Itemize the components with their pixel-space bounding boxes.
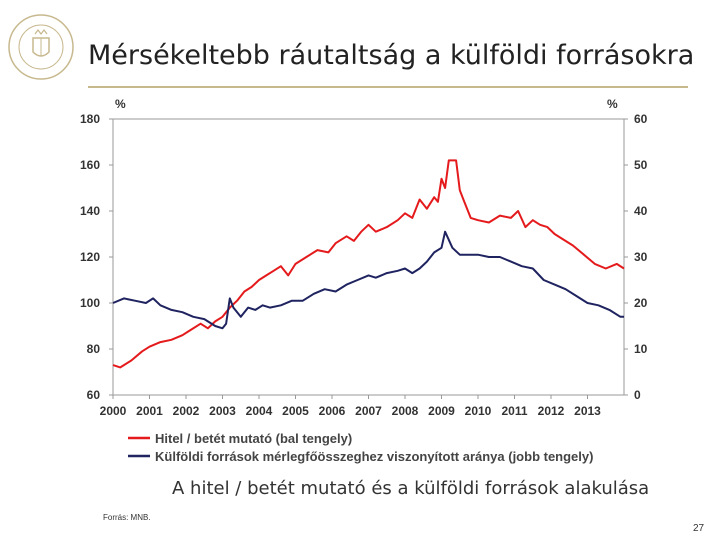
y-right-tick-label: 20 [634,296,648,310]
x-tick-label: 2008 [392,404,419,418]
y-left-tick-label: 140 [80,204,100,218]
y-right-tick-label: 50 [634,158,648,172]
line-chart: % % 60 80 100 120 140 160 180 0 10 20 30 40 50 60 20… [80,97,648,464]
y-right-tick-label: 30 [634,250,648,264]
y-right-tick-label: 60 [634,112,648,126]
x-tick-label: 2011 [501,404,527,418]
slide-title: Mérsékeltebb ráutaltság a külföldi forrá… [88,40,695,71]
y-left-tick-label: 60 [87,388,101,402]
legend: Hitel / betét mutató (bal tengely) Külfö… [128,431,593,464]
x-tick-label: 2013 [574,404,601,418]
y-left-tick-label: 180 [80,112,100,126]
x-tick-label: 2003 [209,404,236,418]
y-right-tick-label: 40 [634,204,648,218]
y-left-tick-label: 80 [87,342,101,356]
page-number: 27 [693,523,705,534]
x-tick-label: 2010 [465,404,492,418]
mnb-seal-logo [8,14,74,80]
left-axis-unit: % [115,97,126,111]
y-right-tick-label: 10 [634,342,648,356]
source-note: Forrás: MNB. [103,513,151,522]
y-right-tick-label: 0 [634,388,641,402]
x-tick-label: 2009 [428,404,455,418]
x-tick-label: 2005 [282,404,309,418]
x-tick-label: 2001 [136,404,163,418]
x-tick-label: 2007 [355,404,382,418]
y-left-tick-label: 160 [80,158,100,172]
series-loan-deposit-line [112,159,625,369]
x-tick-label: 2000 [100,404,127,418]
title-divider [88,86,688,88]
x-tick-label: 2006 [319,404,346,418]
y-left-tick-label: 120 [80,250,100,264]
series-foreign-funds-line [112,230,624,330]
x-tick-label: 2002 [173,404,200,418]
plot-area [112,118,625,396]
legend-item-loan-deposit: Hitel / betét mutató (bal tengely) [155,431,352,446]
x-tick-label: 2004 [246,404,273,418]
right-axis-unit: % [607,97,618,111]
chart-caption: A hitel / betét mutató és a külföldi for… [172,478,650,499]
legend-item-foreign-funds: Külföldi források mérlegfőösszeghez visz… [155,449,593,464]
y-left-tick-label: 100 [80,296,100,310]
x-tick-label: 2012 [538,404,565,418]
